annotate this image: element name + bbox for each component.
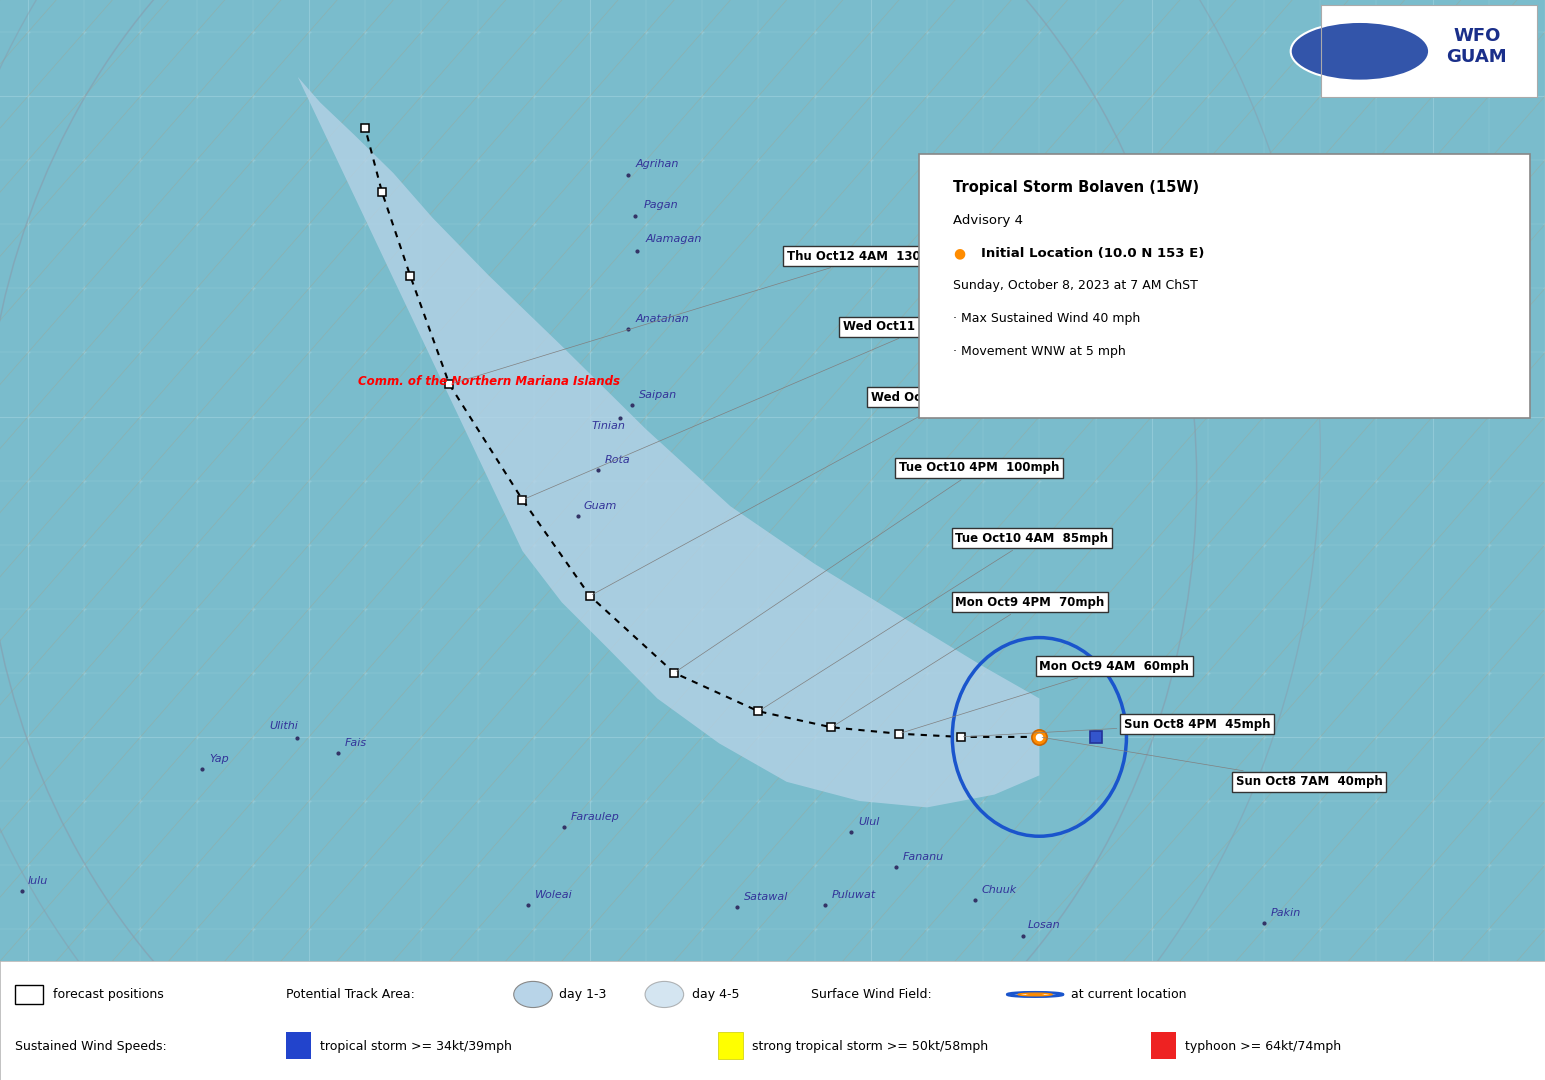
Text: Fananu: Fananu (902, 852, 944, 862)
Text: lulu: lulu (28, 876, 48, 886)
Text: day 1-3: day 1-3 (559, 988, 607, 1001)
Text: forecast positions: forecast positions (53, 988, 164, 1001)
FancyBboxPatch shape (919, 153, 1530, 418)
Text: Guam: Guam (584, 501, 616, 511)
Text: Agrihan: Agrihan (637, 159, 680, 168)
Text: Advisory 4: Advisory 4 (953, 214, 1023, 227)
Text: Mon Oct9 4PM  70mph: Mon Oct9 4PM 70mph (834, 596, 1105, 726)
Text: Anatahan: Anatahan (637, 313, 689, 324)
Text: Yap: Yap (209, 754, 229, 764)
Text: Alamagan: Alamagan (646, 234, 701, 244)
Text: Satawal: Satawal (743, 892, 788, 902)
Text: Woleai: Woleai (535, 890, 573, 901)
Text: Mon Oct9 4AM  60mph: Mon Oct9 4AM 60mph (902, 660, 1190, 733)
Ellipse shape (513, 982, 553, 1008)
Text: strong tropical storm >= 50kt/58mph: strong tropical storm >= 50kt/58mph (752, 1040, 989, 1053)
Bar (15, 985, 43, 1004)
Text: Chuuk: Chuuk (981, 886, 1017, 895)
Text: WFO
GUAM: WFO GUAM (1446, 27, 1506, 66)
Bar (286, 1032, 311, 1058)
Ellipse shape (644, 982, 683, 1008)
Text: typhoon >= 64kt/74mph: typhoon >= 64kt/74mph (1185, 1040, 1341, 1053)
Circle shape (1290, 22, 1429, 81)
Text: Saipan: Saipan (638, 390, 677, 400)
Text: Comm. of the Northern Mariana Islands: Comm. of the Northern Mariana Islands (358, 375, 620, 388)
Text: Wed Oct11 4AM  115mph: Wed Oct11 4AM 115mph (592, 391, 1038, 595)
Text: Ulul: Ulul (857, 816, 879, 826)
Text: Tue Oct10 4AM  85mph: Tue Oct10 4AM 85mph (760, 531, 1108, 710)
Bar (1151, 1032, 1176, 1058)
Text: Tropical Storm Bolaven (15W): Tropical Storm Bolaven (15W) (953, 180, 1199, 194)
Text: ●: ● (953, 246, 966, 260)
Text: at current location: at current location (1071, 988, 1187, 1001)
Text: · Max Sustained Wind 40 mph: · Max Sustained Wind 40 mph (953, 312, 1140, 325)
Text: day 4-5: day 4-5 (692, 988, 740, 1001)
Text: Sun Oct8 7AM  40mph: Sun Oct8 7AM 40mph (1043, 738, 1383, 788)
Text: Faraulep: Faraulep (570, 811, 620, 822)
Text: Surface Wind Field:: Surface Wind Field: (811, 988, 932, 1001)
Text: tropical storm >= 34kt/39mph: tropical storm >= 34kt/39mph (320, 1040, 511, 1053)
Text: Rota: Rota (606, 455, 630, 464)
Text: Sun Oct8 4PM  45mph: Sun Oct8 4PM 45mph (964, 717, 1270, 737)
Text: Tue Oct10 4PM  100mph: Tue Oct10 4PM 100mph (677, 461, 1060, 672)
Text: Puluwat: Puluwat (831, 890, 876, 901)
Text: Ulithi: Ulithi (269, 720, 298, 730)
Text: Sustained Wind Speeds:: Sustained Wind Speeds: (15, 1040, 167, 1053)
Text: Fais: Fais (345, 738, 368, 747)
Text: Thu Oct12 4AM  130mph: Thu Oct12 4AM 130mph (453, 249, 949, 383)
Text: Wed Oct11 4PM  120mph: Wed Oct11 4PM 120mph (525, 321, 1009, 499)
Text: Pagan: Pagan (643, 200, 678, 210)
Polygon shape (298, 77, 1040, 808)
Text: Potential Track Area:: Potential Track Area: (286, 988, 414, 1001)
Text: · Movement WNW at 5 mph: · Movement WNW at 5 mph (953, 346, 1126, 359)
Text: Initial Location (10.0 N 153 E): Initial Location (10.0 N 153 E) (981, 246, 1205, 259)
Text: Losan: Losan (1027, 920, 1061, 931)
Text: Sunday, October 8, 2023 at 7 AM ChST: Sunday, October 8, 2023 at 7 AM ChST (953, 280, 1197, 293)
Text: Tinian: Tinian (592, 421, 626, 431)
Text: Pakin: Pakin (1272, 907, 1301, 918)
Bar (718, 1032, 743, 1058)
Circle shape (1026, 994, 1044, 995)
